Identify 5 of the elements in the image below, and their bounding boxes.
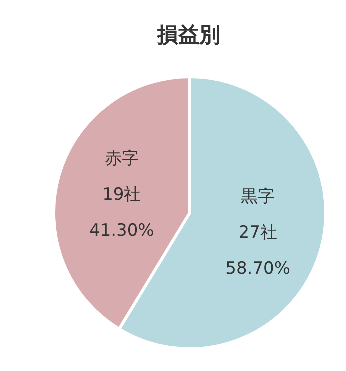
slice-label: 黒字 bbox=[241, 187, 276, 208]
slice-label: 赤字 bbox=[104, 148, 139, 169]
data-label: 27社 58.70% bbox=[226, 223, 291, 280]
data-label: 19社 41.30% bbox=[89, 184, 154, 241]
chart-title: 損益別 bbox=[156, 23, 220, 47]
